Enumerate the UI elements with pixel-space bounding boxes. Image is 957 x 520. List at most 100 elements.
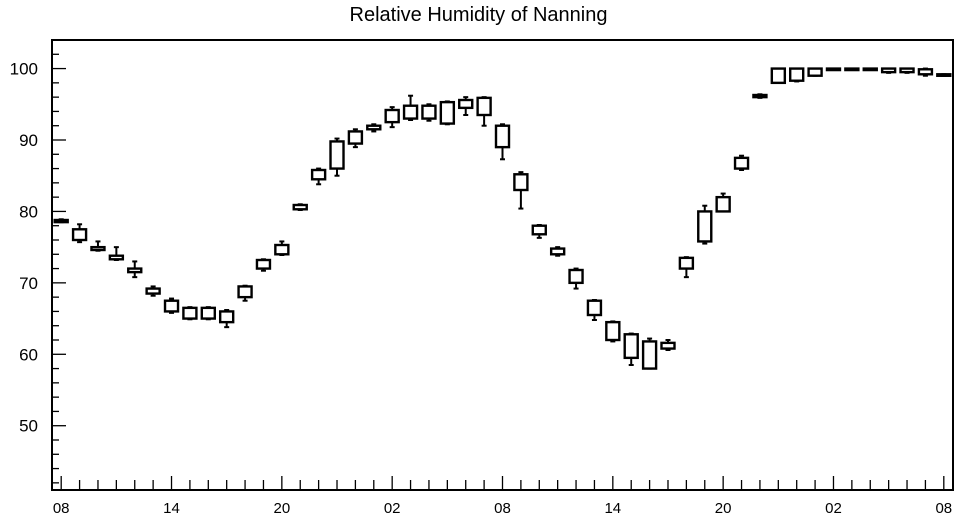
box-rect bbox=[163, 299, 180, 313]
box-rect bbox=[200, 306, 216, 320]
box-item bbox=[531, 224, 547, 239]
box-rect bbox=[71, 228, 88, 242]
y-tick-label: 50 bbox=[19, 417, 38, 436]
box-item bbox=[200, 306, 216, 321]
box-item bbox=[678, 256, 695, 279]
box-rect bbox=[53, 218, 69, 224]
box-item bbox=[384, 106, 400, 129]
box-item bbox=[439, 100, 456, 126]
box-item bbox=[366, 123, 382, 133]
box-item bbox=[880, 67, 897, 74]
axes: 50 60 70 80 90 100 08 14 20 02 08 14 20 02 08 bbox=[10, 39, 952, 517]
box-item bbox=[899, 67, 915, 74]
box-item bbox=[108, 246, 125, 261]
box-rect bbox=[660, 341, 676, 350]
box-item bbox=[421, 103, 437, 122]
box-item bbox=[513, 171, 529, 210]
box-rect bbox=[255, 258, 272, 270]
box-rect bbox=[513, 173, 529, 192]
box-rect bbox=[825, 67, 842, 72]
box-item bbox=[733, 154, 750, 171]
x-tick-label: 08 bbox=[494, 500, 511, 517]
box-rect bbox=[844, 67, 860, 72]
box-item bbox=[641, 337, 658, 370]
x-tick-label: 20 bbox=[715, 500, 732, 517]
box-item bbox=[292, 203, 308, 211]
y-tick-label: 60 bbox=[19, 345, 38, 364]
box-rect bbox=[807, 67, 823, 77]
box-item bbox=[789, 67, 805, 83]
box-item bbox=[402, 94, 419, 121]
box-rect bbox=[789, 67, 805, 82]
x-tick-label: 14 bbox=[163, 500, 180, 517]
box-rect bbox=[549, 247, 566, 256]
box-item bbox=[844, 67, 860, 72]
box-rect bbox=[127, 267, 143, 274]
box-rect bbox=[476, 96, 492, 117]
box-item bbox=[476, 96, 492, 127]
box-item bbox=[182, 306, 198, 321]
box-item bbox=[237, 284, 253, 302]
box-rect bbox=[458, 98, 474, 110]
box-rect bbox=[917, 68, 934, 76]
box-rect bbox=[880, 67, 897, 74]
box-item bbox=[549, 246, 566, 257]
box-rect bbox=[329, 140, 345, 170]
box-rect bbox=[237, 285, 253, 299]
box-item bbox=[255, 258, 272, 272]
box-item bbox=[697, 204, 713, 245]
box-rect bbox=[770, 67, 787, 85]
box-item bbox=[310, 167, 327, 186]
box-rect bbox=[623, 333, 639, 360]
box-rect bbox=[494, 124, 511, 149]
box-rect bbox=[568, 268, 584, 285]
box-item bbox=[770, 67, 787, 85]
y-tick-label: 100 bbox=[10, 60, 38, 79]
box-item bbox=[71, 223, 88, 244]
box-item bbox=[163, 297, 180, 314]
box-item bbox=[752, 93, 768, 99]
box-rect bbox=[678, 256, 695, 270]
box-item bbox=[605, 320, 621, 343]
box-rect bbox=[586, 299, 603, 317]
box-rect bbox=[752, 93, 768, 99]
box-rect bbox=[531, 224, 547, 236]
box-item bbox=[90, 240, 106, 252]
box-item bbox=[715, 192, 731, 213]
x-tick-label: 08 bbox=[53, 500, 70, 517]
x-tick-label: 02 bbox=[825, 500, 842, 517]
box-rect bbox=[347, 130, 364, 145]
box-item bbox=[623, 332, 639, 366]
box-item bbox=[586, 299, 603, 321]
box-item bbox=[807, 67, 823, 77]
box-rect bbox=[384, 108, 400, 124]
y-tick-label: 70 bbox=[19, 274, 38, 293]
x-tick-label: 20 bbox=[274, 500, 291, 517]
box-rect bbox=[641, 340, 658, 370]
box-item bbox=[825, 67, 842, 72]
box-item bbox=[218, 309, 235, 329]
x-tick-label: 02 bbox=[384, 500, 401, 517]
box-item bbox=[347, 128, 364, 149]
plot-frame bbox=[51, 39, 954, 491]
box-item bbox=[660, 339, 676, 351]
box-rect bbox=[733, 156, 750, 170]
box-rect bbox=[862, 67, 878, 72]
box-item bbox=[145, 285, 161, 297]
box-item bbox=[329, 137, 345, 177]
box-rect bbox=[421, 104, 437, 120]
x-tick-label: 14 bbox=[604, 500, 621, 517]
box-rect bbox=[899, 67, 915, 74]
box-item bbox=[127, 260, 143, 279]
box-item bbox=[917, 67, 934, 77]
box-item bbox=[936, 73, 952, 77]
box-rect bbox=[697, 210, 713, 243]
box-rect bbox=[274, 243, 290, 256]
box-item bbox=[458, 96, 474, 116]
box-item bbox=[494, 123, 511, 161]
box-rect bbox=[108, 254, 125, 261]
box-item bbox=[274, 240, 290, 256]
box-rect bbox=[182, 306, 198, 320]
box-rect bbox=[310, 168, 327, 181]
